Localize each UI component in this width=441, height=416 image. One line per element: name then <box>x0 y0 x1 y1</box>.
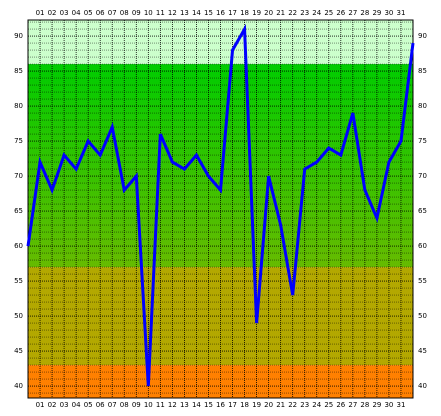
x-tick-label: 17 <box>228 9 237 17</box>
x-tick-label: 27 <box>348 9 357 17</box>
y-tick-label: 65 <box>14 207 23 215</box>
x-tick-label: 09 <box>132 9 141 17</box>
x-tick-label: 11 <box>156 9 165 17</box>
x-tick-label: 10 <box>144 9 153 17</box>
x-tick-label-bottom: 26 <box>336 401 345 409</box>
x-tick-label-bottom: 28 <box>360 401 369 409</box>
x-tick-label-bottom: 30 <box>384 401 393 409</box>
y-tick-label: 80 <box>14 102 23 110</box>
x-tick-label-bottom: 15 <box>204 401 213 409</box>
x-tick-label-bottom: 02 <box>48 401 57 409</box>
x-tick-label: 20 <box>264 9 273 17</box>
x-tick-label: 26 <box>336 9 345 17</box>
plot-frame <box>27 19 414 399</box>
y-tick-label: 60 <box>14 242 23 250</box>
y-tick-label-right: 65 <box>418 207 427 215</box>
x-tick-label-bottom: 24 <box>312 401 321 409</box>
y-tick-label: 70 <box>14 172 23 180</box>
x-tick-label: 16 <box>216 9 225 17</box>
y-tick-label-right: 45 <box>418 347 427 355</box>
x-tick-label-bottom: 08 <box>120 401 129 409</box>
x-tick-label: 12 <box>168 9 177 17</box>
x-tick-label-bottom: 31 <box>397 401 406 409</box>
x-tick-label: 28 <box>360 9 369 17</box>
y-tick-label: 90 <box>14 32 23 40</box>
y-tick-label-right: 75 <box>418 137 427 145</box>
x-tick-label: 19 <box>252 9 261 17</box>
x-tick-label-bottom: 29 <box>372 401 381 409</box>
x-tick-label: 13 <box>180 9 189 17</box>
x-tick-label-bottom: 27 <box>348 401 357 409</box>
x-tick-label: 23 <box>300 9 309 17</box>
x-tick-label-bottom: 03 <box>60 401 69 409</box>
y-tick-label-right: 70 <box>418 172 427 180</box>
x-tick-label-bottom: 17 <box>228 401 237 409</box>
y-tick-label: 50 <box>14 312 23 320</box>
y-tick-label: 75 <box>14 137 23 145</box>
x-tick-label-bottom: 07 <box>108 401 117 409</box>
x-tick-label: 01 <box>36 9 45 17</box>
y-tick-label-right: 60 <box>418 242 427 250</box>
x-tick-label: 25 <box>324 9 333 17</box>
x-tick-label-bottom: 06 <box>96 401 105 409</box>
x-tick-label-bottom: 23 <box>300 401 309 409</box>
x-tick-label-bottom: 13 <box>180 401 189 409</box>
x-tick-label-bottom: 20 <box>264 401 273 409</box>
x-tick-label: 24 <box>312 9 321 17</box>
x-tick-label-bottom: 09 <box>132 401 141 409</box>
x-tick-label-bottom: 12 <box>168 401 177 409</box>
x-tick-label: 30 <box>384 9 393 17</box>
x-tick-label: 02 <box>48 9 57 17</box>
x-tick-label: 21 <box>276 9 285 17</box>
x-tick-label: 08 <box>120 9 129 17</box>
data-line <box>26 23 415 387</box>
y-tick-label: 45 <box>14 347 23 355</box>
x-tick-label: 18 <box>240 9 249 17</box>
y-tick-label-right: 90 <box>418 32 427 40</box>
x-tick-label: 06 <box>96 9 105 17</box>
y-tick-label-right: 55 <box>418 277 427 285</box>
y-tick-label-right: 50 <box>418 312 427 320</box>
x-tick-label: 29 <box>372 9 381 17</box>
x-tick-label-bottom: 25 <box>324 401 333 409</box>
x-tick-label-bottom: 22 <box>288 401 297 409</box>
x-tick-label: 22 <box>288 9 297 17</box>
x-tick-label: 14 <box>192 9 201 17</box>
band <box>28 64 413 268</box>
y-tick-label: 55 <box>14 277 23 285</box>
x-tick-label: 04 <box>72 9 81 17</box>
x-tick-label: 05 <box>84 9 93 17</box>
x-tick-label-bottom: 04 <box>72 401 81 409</box>
x-tick-label-bottom: 01 <box>36 401 45 409</box>
x-tick-label: 31 <box>397 9 406 17</box>
y-tick-label: 85 <box>14 67 23 75</box>
x-tick-label-bottom: 21 <box>276 401 285 409</box>
x-tick-label-bottom: 19 <box>252 401 261 409</box>
x-tick-label-bottom: 18 <box>240 401 249 409</box>
x-tick-label-bottom: 10 <box>144 401 153 409</box>
y-tick-label: 40 <box>14 382 23 390</box>
y-tick-label-right: 85 <box>418 67 427 75</box>
x-tick-label-bottom: 16 <box>216 401 225 409</box>
x-tick-label: 07 <box>108 9 117 17</box>
x-tick-label-bottom: 11 <box>156 401 165 409</box>
x-tick-label-bottom: 05 <box>84 401 93 409</box>
y-tick-label-right: 40 <box>418 382 427 390</box>
x-tick-label: 15 <box>204 9 213 17</box>
x-tick-label: 03 <box>60 9 69 17</box>
x-tick-label-bottom: 14 <box>192 401 201 409</box>
y-tick-label-right: 80 <box>418 102 427 110</box>
